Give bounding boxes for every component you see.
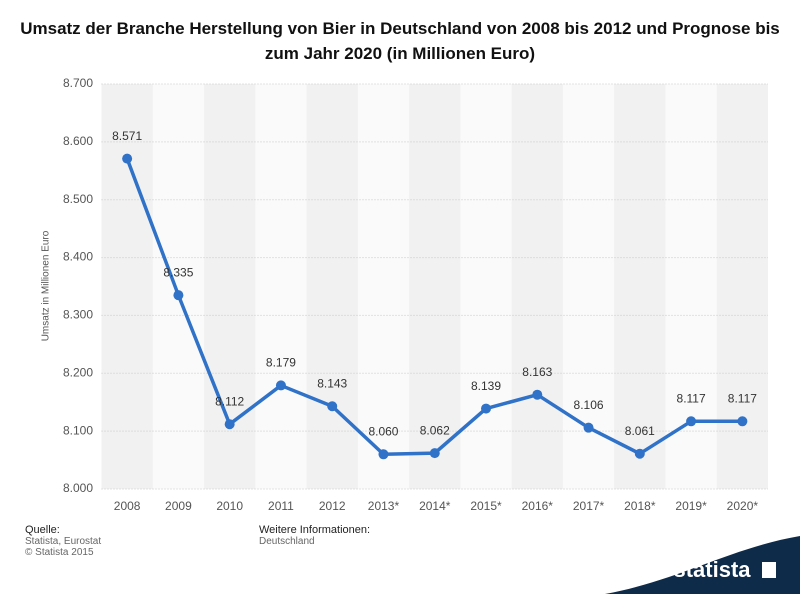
point [481, 403, 492, 414]
value-label: 8.060 [368, 424, 398, 438]
column-stripe [562, 84, 615, 489]
value-label: 8.143 [317, 376, 347, 390]
x-tick-label: 2013* [368, 499, 400, 513]
point [686, 416, 697, 427]
column-stripe [357, 84, 410, 489]
value-label: 8.106 [574, 398, 604, 412]
logo: statista [673, 557, 751, 582]
point [583, 422, 594, 433]
point [173, 290, 184, 301]
chart-title: Umsatz der Branche Herstellung von Bier … [20, 19, 780, 63]
value-label: 8.179 [266, 356, 296, 370]
y-tick-label: 8.500 [63, 192, 93, 206]
value-label: 8.062 [420, 423, 450, 437]
point [737, 416, 748, 427]
value-label: 8.163 [522, 365, 552, 379]
point [634, 448, 645, 459]
value-label: 8.117 [677, 391, 706, 405]
value-label: 8.335 [163, 265, 193, 279]
x-tick-label: 2012 [319, 499, 346, 513]
x-tick-label: 2019* [675, 499, 707, 513]
y-tick-label: 8.200 [63, 365, 93, 379]
y-tick-label: 8.000 [63, 481, 93, 495]
logo-icon [762, 562, 776, 578]
source: Statista, Eurostat [25, 536, 102, 547]
value-label: 8.571 [112, 129, 142, 143]
y-tick-label: 8.100 [63, 423, 93, 437]
point [532, 389, 543, 400]
copyright: © Statista 2015 [25, 547, 94, 558]
y-tick-label: 8.700 [63, 76, 93, 90]
value-label: 8.061 [625, 424, 655, 438]
y-tick-label: 8.400 [63, 250, 93, 264]
value-label: 8.117 [728, 391, 757, 405]
point [275, 380, 286, 391]
x-tick-label: 2016* [522, 499, 554, 513]
column-stripe [255, 84, 307, 489]
logo-swoosh [605, 536, 800, 594]
y-tick-label: 8.600 [63, 134, 93, 148]
x-tick-label: 2014* [419, 499, 451, 513]
x-tick-label: 2008 [114, 499, 141, 513]
x-tick-label: 2020* [727, 499, 759, 513]
value-label: 8.139 [471, 379, 501, 393]
y-tick-label: 8.300 [63, 308, 93, 322]
column-stripe [152, 84, 205, 489]
column-stripe [665, 84, 717, 489]
plot-background [101, 84, 768, 489]
x-tick-label: 2011 [268, 499, 294, 513]
column-stripe [460, 84, 512, 489]
value-label: 8.112 [215, 394, 244, 408]
source-block: Quelle: Statista, Eurostat © Statista 20… [25, 524, 101, 558]
x-tick-label: 2017* [573, 499, 605, 513]
x-tick-label: 2018* [624, 499, 656, 513]
y-axis-label: Umsatz in Millionen Euro [41, 230, 52, 341]
x-tick-label: 2010 [216, 499, 243, 513]
point [429, 448, 440, 459]
point [122, 153, 133, 164]
x-tick-label: 2015* [470, 499, 502, 513]
info-title: Weitere Informationen: [259, 524, 371, 536]
info: Deutschland [259, 536, 315, 547]
point [378, 449, 389, 460]
info-block: Weitere Informationen: Deutschland [259, 524, 370, 547]
x-tick-label: 2009 [165, 499, 192, 513]
point [327, 401, 338, 412]
point [224, 419, 235, 430]
source-title: Quelle: [25, 524, 60, 536]
